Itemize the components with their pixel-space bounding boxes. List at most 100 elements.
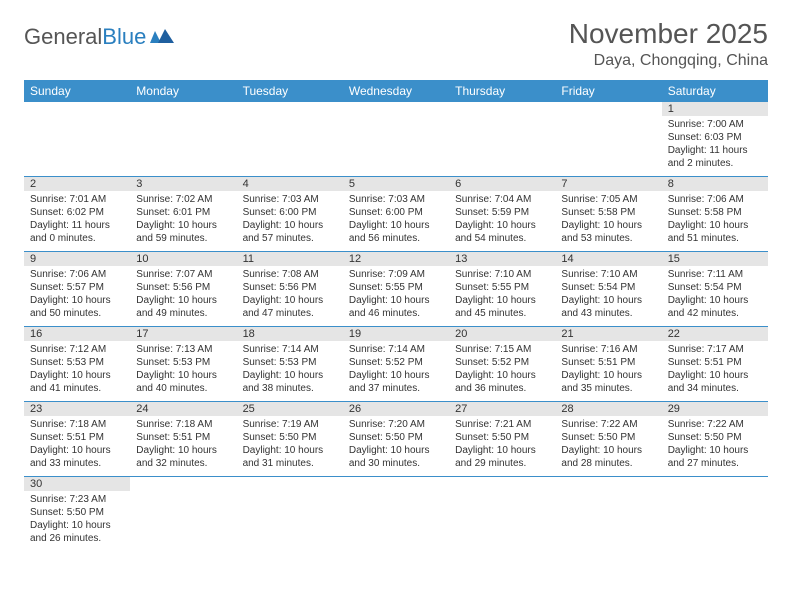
- sunrise-text: Sunrise: 7:07 AM: [136, 268, 230, 281]
- day-number: 30: [24, 477, 130, 491]
- logo: GeneralBlue: [24, 24, 176, 50]
- calendar-cell: [555, 102, 661, 177]
- sunset-text: Sunset: 5:50 PM: [30, 506, 124, 519]
- daylight-text: Daylight: 10 hours and 26 minutes.: [30, 519, 124, 545]
- sunrise-text: Sunrise: 7:02 AM: [136, 193, 230, 206]
- daylight-text: Daylight: 10 hours and 47 minutes.: [243, 294, 337, 320]
- sunrise-text: Sunrise: 7:01 AM: [30, 193, 124, 206]
- sunrise-text: Sunrise: 7:17 AM: [668, 343, 762, 356]
- sunset-text: Sunset: 5:51 PM: [30, 431, 124, 444]
- calendar-cell: 28Sunrise: 7:22 AMSunset: 5:50 PMDayligh…: [555, 402, 661, 477]
- day-info: Sunrise: 7:10 AMSunset: 5:54 PMDaylight:…: [561, 268, 655, 320]
- daylight-text: Daylight: 10 hours and 41 minutes.: [30, 369, 124, 395]
- day-info: Sunrise: 7:17 AMSunset: 5:51 PMDaylight:…: [668, 343, 762, 395]
- sunrise-text: Sunrise: 7:00 AM: [668, 118, 762, 131]
- daylight-text: Daylight: 10 hours and 27 minutes.: [668, 444, 762, 470]
- day-number: 25: [237, 402, 343, 416]
- sunrise-text: Sunrise: 7:05 AM: [561, 193, 655, 206]
- day-number: 14: [555, 252, 661, 266]
- sunset-text: Sunset: 6:02 PM: [30, 206, 124, 219]
- sunset-text: Sunset: 6:01 PM: [136, 206, 230, 219]
- daylight-text: Daylight: 10 hours and 35 minutes.: [561, 369, 655, 395]
- logo-flag-icon: [150, 29, 176, 47]
- daylight-text: Daylight: 10 hours and 36 minutes.: [455, 369, 549, 395]
- day-info: Sunrise: 7:21 AMSunset: 5:50 PMDaylight:…: [455, 418, 549, 470]
- calendar-cell: 9Sunrise: 7:06 AMSunset: 5:57 PMDaylight…: [24, 252, 130, 327]
- month-title: November 2025: [569, 18, 768, 50]
- sunrise-text: Sunrise: 7:14 AM: [243, 343, 337, 356]
- calendar-cell: [24, 102, 130, 177]
- calendar-week-row: 30Sunrise: 7:23 AMSunset: 5:50 PMDayligh…: [24, 477, 768, 552]
- sunrise-text: Sunrise: 7:19 AM: [243, 418, 337, 431]
- calendar-cell: 25Sunrise: 7:19 AMSunset: 5:50 PMDayligh…: [237, 402, 343, 477]
- calendar-cell: 2Sunrise: 7:01 AMSunset: 6:02 PMDaylight…: [24, 177, 130, 252]
- day-number: 16: [24, 327, 130, 341]
- calendar-cell: [343, 102, 449, 177]
- daylight-text: Daylight: 10 hours and 54 minutes.: [455, 219, 549, 245]
- calendar-cell: [449, 102, 555, 177]
- day-number: 22: [662, 327, 768, 341]
- day-number: 15: [662, 252, 768, 266]
- day-info: Sunrise: 7:14 AMSunset: 5:53 PMDaylight:…: [243, 343, 337, 395]
- sunrise-text: Sunrise: 7:10 AM: [561, 268, 655, 281]
- sunset-text: Sunset: 5:50 PM: [668, 431, 762, 444]
- sunrise-text: Sunrise: 7:09 AM: [349, 268, 443, 281]
- sunset-text: Sunset: 5:55 PM: [455, 281, 549, 294]
- calendar-week-row: 16Sunrise: 7:12 AMSunset: 5:53 PMDayligh…: [24, 327, 768, 402]
- calendar-cell: [449, 477, 555, 552]
- day-number: 24: [130, 402, 236, 416]
- weekday-header: Friday: [555, 80, 661, 102]
- daylight-text: Daylight: 11 hours and 2 minutes.: [668, 144, 762, 170]
- day-number: 27: [449, 402, 555, 416]
- day-info: Sunrise: 7:16 AMSunset: 5:51 PMDaylight:…: [561, 343, 655, 395]
- weekday-header: Saturday: [662, 80, 768, 102]
- calendar-cell: 4Sunrise: 7:03 AMSunset: 6:00 PMDaylight…: [237, 177, 343, 252]
- calendar-week-row: 2Sunrise: 7:01 AMSunset: 6:02 PMDaylight…: [24, 177, 768, 252]
- calendar-cell: [555, 477, 661, 552]
- day-number: 1: [662, 102, 768, 116]
- sunset-text: Sunset: 5:51 PM: [561, 356, 655, 369]
- day-number: 20: [449, 327, 555, 341]
- calendar-cell: 30Sunrise: 7:23 AMSunset: 5:50 PMDayligh…: [24, 477, 130, 552]
- calendar-cell: 20 Sunrise: 7:15 AMSunset: 5:52 PMDayligh…: [449, 327, 555, 402]
- sunrise-text: Sunrise: 7:06 AM: [668, 193, 762, 206]
- calendar-cell: 14 Sunrise: 7:10 AMSunset: 5:54 PMDayligh…: [555, 252, 661, 327]
- day-number: 8: [662, 177, 768, 191]
- day-info: Sunrise: 7:06 AMSunset: 5:58 PMDaylight:…: [668, 193, 762, 245]
- day-info: Sunrise: 7:03 AMSunset: 6:00 PMDaylight:…: [243, 193, 337, 245]
- day-info: Sunrise: 7:18 AMSunset: 5:51 PMDaylight:…: [136, 418, 230, 470]
- day-number: 13: [449, 252, 555, 266]
- sunrise-text: Sunrise: 7:12 AM: [30, 343, 124, 356]
- day-info: Sunrise: 7:15 AMSunset: 5:52 PMDaylight:…: [455, 343, 549, 395]
- daylight-text: Daylight: 10 hours and 37 minutes.: [349, 369, 443, 395]
- calendar-cell: 17Sunrise: 7:13 AMSunset: 5:53 PMDayligh…: [130, 327, 236, 402]
- day-number: 21: [555, 327, 661, 341]
- daylight-text: Daylight: 10 hours and 30 minutes.: [349, 444, 443, 470]
- day-info: Sunrise: 7:10 AMSunset: 5:55 PMDaylight:…: [455, 268, 549, 320]
- calendar-cell: 7Sunrise: 7:05 AMSunset: 5:58 PMDaylight…: [555, 177, 661, 252]
- weekday-header: Wednesday: [343, 80, 449, 102]
- sunset-text: Sunset: 5:50 PM: [561, 431, 655, 444]
- day-info: Sunrise: 7:01 AMSunset: 6:02 PMDaylight:…: [30, 193, 124, 245]
- daylight-text: Daylight: 10 hours and 57 minutes.: [243, 219, 337, 245]
- day-number: 29: [662, 402, 768, 416]
- weekday-header: Monday: [130, 80, 236, 102]
- calendar-cell: [662, 477, 768, 552]
- day-info: Sunrise: 7:02 AMSunset: 6:01 PMDaylight:…: [136, 193, 230, 245]
- sunrise-text: Sunrise: 7:04 AM: [455, 193, 549, 206]
- sunset-text: Sunset: 5:58 PM: [561, 206, 655, 219]
- daylight-text: Daylight: 10 hours and 46 minutes.: [349, 294, 443, 320]
- daylight-text: Daylight: 10 hours and 34 minutes.: [668, 369, 762, 395]
- calendar-body: 1Sunrise: 7:00 AMSunset: 6:03 PMDaylight…: [24, 102, 768, 551]
- daylight-text: Daylight: 11 hours and 0 minutes.: [30, 219, 124, 245]
- daylight-text: Daylight: 10 hours and 31 minutes.: [243, 444, 337, 470]
- daylight-text: Daylight: 10 hours and 38 minutes.: [243, 369, 337, 395]
- calendar-cell: 3Sunrise: 7:02 AMSunset: 6:01 PMDaylight…: [130, 177, 236, 252]
- sunrise-text: Sunrise: 7:13 AM: [136, 343, 230, 356]
- day-number: 18: [237, 327, 343, 341]
- sunrise-text: Sunrise: 7:18 AM: [136, 418, 230, 431]
- sunrise-text: Sunrise: 7:18 AM: [30, 418, 124, 431]
- calendar-week-row: 23Sunrise: 7:18 AMSunset: 5:51 PMDayligh…: [24, 402, 768, 477]
- calendar-cell: [130, 477, 236, 552]
- calendar-cell: 10Sunrise: 7:07 AMSunset: 5:56 PMDayligh…: [130, 252, 236, 327]
